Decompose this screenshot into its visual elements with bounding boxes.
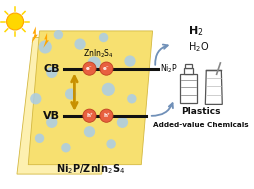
Circle shape: [7, 13, 23, 30]
Circle shape: [83, 109, 96, 122]
Text: Plastics: Plastics: [180, 107, 219, 116]
FancyBboxPatch shape: [184, 64, 191, 68]
Circle shape: [46, 117, 57, 128]
Circle shape: [100, 109, 113, 122]
Circle shape: [30, 93, 41, 104]
Circle shape: [46, 67, 57, 78]
Text: H$_2$: H$_2$: [188, 24, 203, 38]
Circle shape: [116, 117, 128, 128]
Circle shape: [83, 62, 96, 75]
Polygon shape: [31, 26, 38, 43]
Polygon shape: [204, 70, 221, 104]
Polygon shape: [28, 31, 152, 165]
Text: Ni$_2$P: Ni$_2$P: [160, 62, 177, 75]
Text: ZnIn$_2$S$_4$: ZnIn$_2$S$_4$: [83, 48, 114, 60]
Circle shape: [99, 33, 108, 42]
Circle shape: [87, 56, 100, 70]
Text: Added-value Chemicals: Added-value Chemicals: [152, 122, 247, 128]
Circle shape: [127, 94, 136, 103]
Polygon shape: [17, 38, 117, 174]
Circle shape: [84, 126, 95, 137]
FancyBboxPatch shape: [183, 68, 192, 74]
Circle shape: [74, 39, 85, 50]
Polygon shape: [43, 33, 49, 48]
FancyBboxPatch shape: [179, 74, 196, 102]
Text: h⁺: h⁺: [86, 113, 92, 118]
Circle shape: [101, 83, 115, 96]
Text: H$_2$O: H$_2$O: [188, 40, 209, 54]
Text: h⁺: h⁺: [103, 113, 109, 118]
Text: CB: CB: [44, 64, 60, 74]
Circle shape: [106, 139, 115, 149]
Circle shape: [54, 30, 63, 39]
Circle shape: [65, 88, 76, 100]
Circle shape: [61, 143, 70, 152]
Circle shape: [100, 62, 113, 75]
Text: e⁻: e⁻: [86, 66, 92, 71]
Text: VB: VB: [43, 111, 60, 121]
Circle shape: [35, 134, 44, 143]
Text: Ni$_2$P/ZnIn$_2$S$_4$: Ni$_2$P/ZnIn$_2$S$_4$: [56, 162, 125, 176]
Circle shape: [38, 40, 52, 53]
Circle shape: [124, 55, 135, 67]
Text: e⁻: e⁻: [103, 66, 109, 71]
